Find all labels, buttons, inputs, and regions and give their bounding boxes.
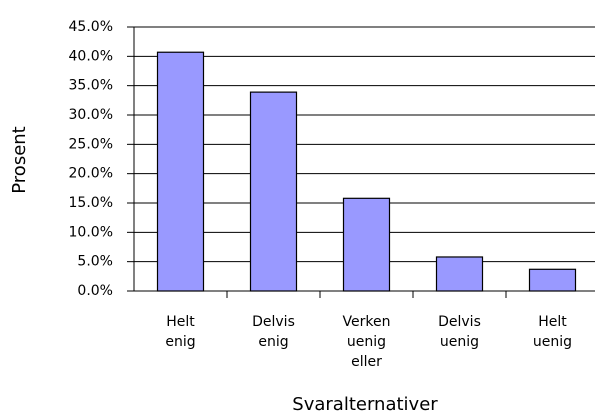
x-tick-label-line: uenig	[533, 334, 572, 350]
x-tick-label-line: Delvis	[252, 314, 295, 330]
y-axis-title: Prosent	[9, 126, 30, 193]
x-tick-label-line: Delvis	[438, 314, 481, 330]
bar	[528, 268, 577, 292]
y-tick-label: 5.0%	[77, 254, 113, 270]
bar	[435, 256, 484, 292]
y-tick-label: 35.0%	[69, 78, 113, 94]
x-tick-label: Delvis enig	[252, 314, 295, 350]
x-tick-label-line: enig	[165, 334, 195, 350]
x-tick-label: Helt enig	[165, 314, 195, 350]
x-tick-label-line: enig	[258, 334, 288, 350]
x-tick-label-line: Helt	[166, 314, 195, 330]
y-tick-label: 20.0%	[69, 166, 113, 182]
bar	[342, 197, 391, 292]
bar	[249, 91, 298, 292]
x-axis-title: Svaralternativer	[292, 394, 438, 415]
x-tick-label-line: Verken	[343, 314, 391, 330]
x-tick-label-line: uenig	[440, 334, 479, 350]
y-tick-label: 30.0%	[69, 107, 113, 123]
x-tick-label: Helt uenig	[533, 314, 572, 350]
x-tick-label: Verken uenig eller	[343, 314, 391, 370]
y-tick-label: 0.0%	[77, 283, 113, 299]
x-tick-label-line: eller	[351, 354, 382, 370]
y-tick-label: 15.0%	[69, 195, 113, 211]
y-tick-label: 40.0%	[69, 48, 113, 64]
x-tick-label-line: uenig	[347, 334, 386, 350]
bar	[156, 51, 205, 292]
y-tick-label: 45.0%	[69, 19, 113, 35]
y-tick-label: 25.0%	[69, 136, 113, 152]
x-tick-label: Delvis uenig	[438, 314, 481, 350]
y-tick-label: 10.0%	[69, 224, 113, 240]
x-tick-label-line: Helt	[538, 314, 567, 330]
